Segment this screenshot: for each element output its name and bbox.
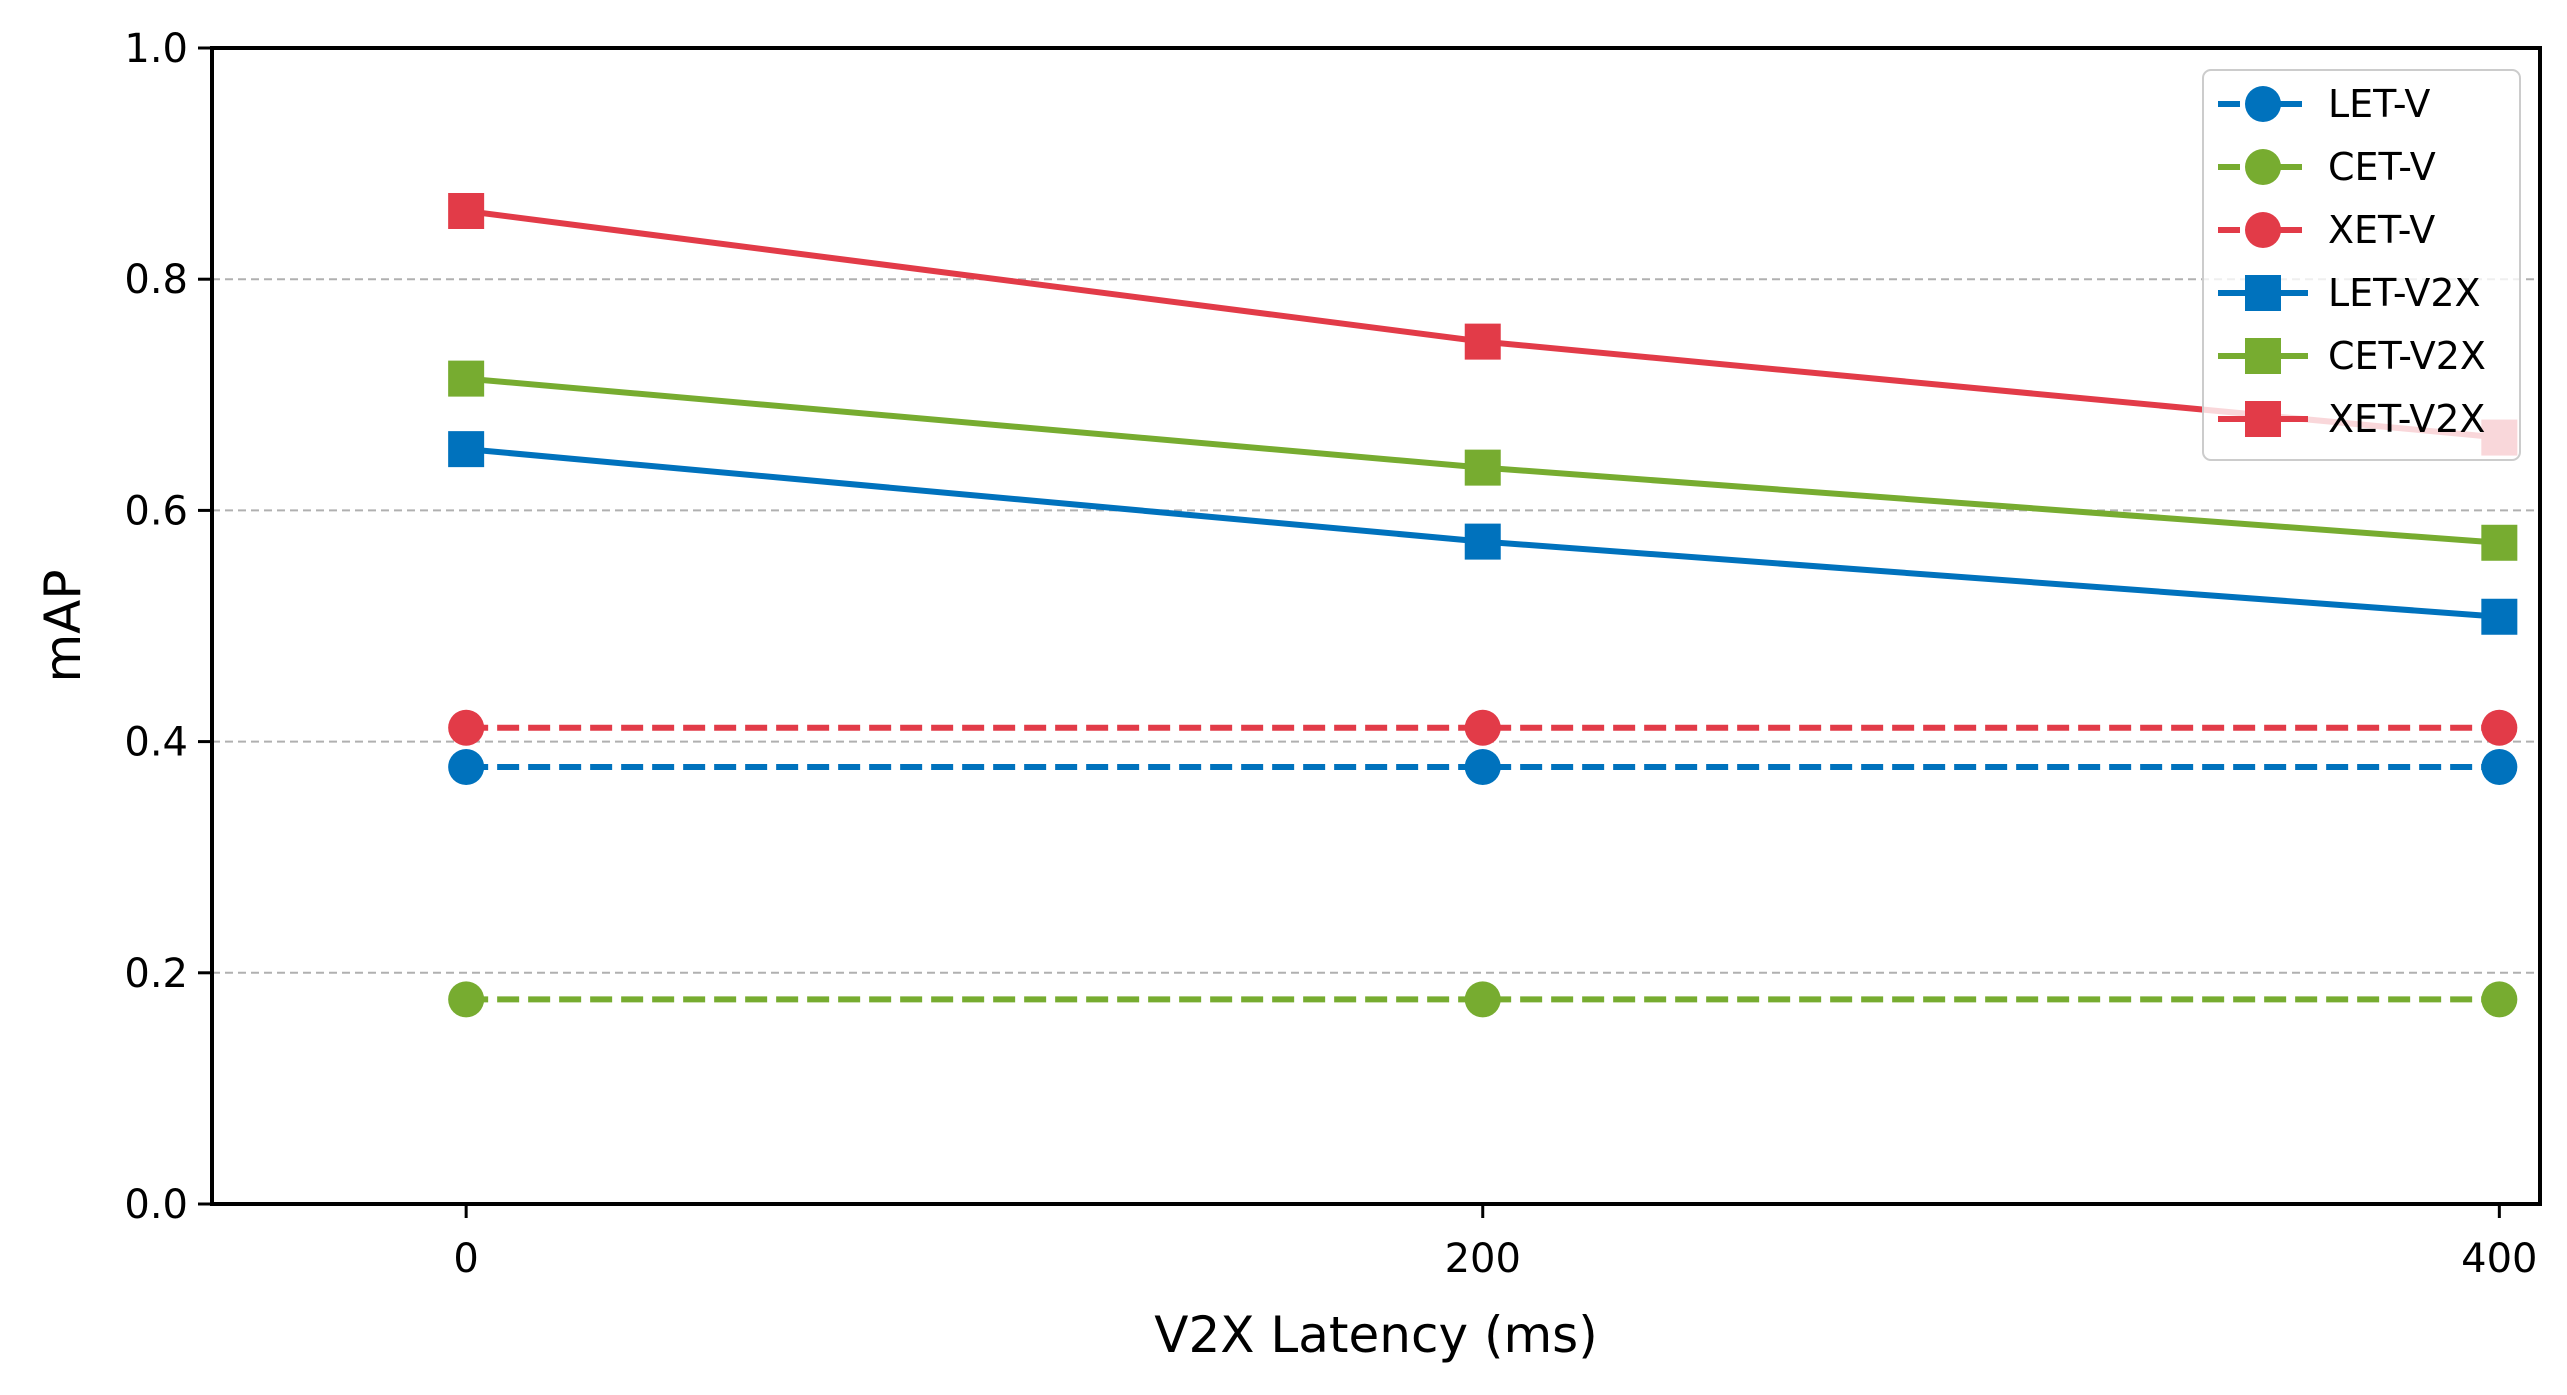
data-point bbox=[1464, 981, 1501, 1018]
data-point bbox=[1464, 709, 1501, 746]
data-point bbox=[2481, 524, 2518, 561]
tick-layer: 0.0 0.2 0.4 0.6 0.8 1.0 0 200 400 bbox=[124, 26, 2537, 1282]
y-tick-label: 0.4 bbox=[124, 720, 188, 766]
data-point bbox=[448, 709, 485, 746]
legend-label: LET-V2X bbox=[2328, 271, 2481, 315]
series-let-v bbox=[448, 749, 2518, 786]
legend-marker bbox=[2245, 401, 2281, 437]
data-point bbox=[1464, 449, 1501, 486]
legend-item: CET-V bbox=[2218, 145, 2436, 189]
series-layer bbox=[448, 192, 2518, 1018]
legend-label: XET-V2X bbox=[2328, 397, 2485, 441]
legend-item: LET-V bbox=[2218, 82, 2430, 126]
x-tick-label: 400 bbox=[2461, 1236, 2537, 1282]
legend: LET-V CET-V XET-V LET-V2X CET-V2X XET-V2X bbox=[2202, 69, 2521, 461]
y-tick-label: 0.2 bbox=[124, 951, 188, 997]
series-cet-v2x bbox=[448, 360, 2518, 561]
x-tick-label: 0 bbox=[453, 1236, 478, 1282]
data-point bbox=[1464, 323, 1501, 360]
x-tick-label: 200 bbox=[1445, 1236, 1521, 1282]
legend-marker bbox=[2245, 338, 2281, 374]
legend-label: CET-V bbox=[2328, 145, 2436, 189]
legend-label: LET-V bbox=[2328, 82, 2430, 126]
data-point bbox=[448, 431, 485, 468]
data-point bbox=[2481, 981, 2518, 1018]
series-let-v2x bbox=[448, 431, 2518, 635]
data-point bbox=[448, 981, 485, 1018]
data-point bbox=[2481, 598, 2518, 635]
plot-frame bbox=[210, 46, 2542, 1206]
y-tick-label: 0.0 bbox=[124, 1182, 188, 1228]
legend-marker bbox=[2245, 86, 2281, 122]
legend-label: XET-V bbox=[2328, 208, 2435, 252]
data-point bbox=[1464, 749, 1501, 786]
legend-marker bbox=[2245, 275, 2281, 311]
x-axis-title: V2X Latency (ms) bbox=[1154, 1306, 1597, 1364]
y-tick-label: 1.0 bbox=[124, 26, 188, 72]
data-point bbox=[448, 749, 485, 786]
data-point bbox=[2481, 709, 2518, 746]
y-tick-label: 0.8 bbox=[124, 257, 188, 303]
legend-item: CET-V2X bbox=[2218, 334, 2486, 378]
grid-layer bbox=[212, 278, 2540, 974]
data-point bbox=[448, 192, 485, 229]
legend-item: XET-V2X bbox=[2218, 397, 2485, 441]
legend-marker bbox=[2245, 212, 2281, 248]
series-xet-v bbox=[448, 709, 2518, 746]
series-cet-v bbox=[448, 981, 2518, 1018]
legend-item: XET-V bbox=[2218, 208, 2435, 252]
data-point bbox=[448, 360, 485, 397]
y-tick-label: 0.6 bbox=[124, 488, 188, 534]
data-point bbox=[2481, 749, 2518, 786]
legend-label: CET-V2X bbox=[2328, 334, 2486, 378]
legend-item: LET-V2X bbox=[2218, 271, 2481, 315]
y-axis-title: mAP bbox=[34, 569, 92, 682]
data-point bbox=[1464, 523, 1501, 560]
legend-marker bbox=[2245, 149, 2281, 185]
